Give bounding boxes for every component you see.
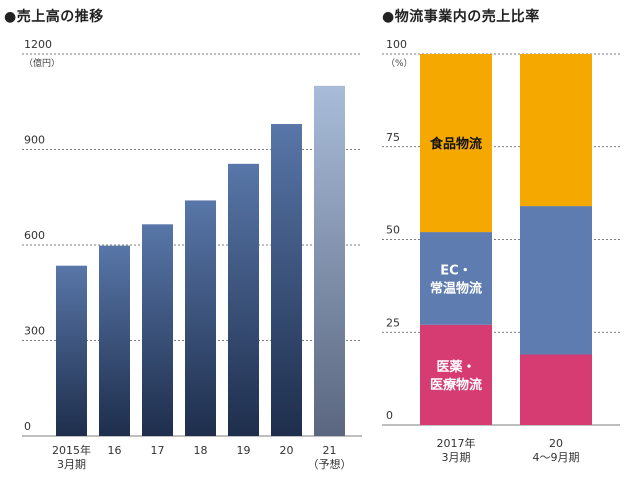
left-bar-6 [314,85,345,436]
left-bar-5 [271,124,302,437]
left-chart-title: ●売上高の推移 [4,9,104,25]
left-bar-4 [228,163,259,436]
right-stack-segment-0-1 [420,232,492,325]
left-x-tick-label: 21 [323,444,337,457]
left-bar-2 [142,224,173,436]
left-bar-1 [99,245,130,436]
right-y-tick-label: 100 [386,38,407,51]
right-stack-segment-1-2 [520,54,592,207]
right-stack-segment-0-2 [420,54,492,233]
left-y-tick-label: 1200 [24,38,52,51]
left-x-tick-label: 17 [151,444,165,457]
right-x-tick-label: 20 [549,437,563,450]
left-unit-label: （億円） [24,57,60,69]
left-x-tick-label: 16 [108,444,122,457]
left-y-tick-label: 900 [24,134,45,147]
right-stack-segment-1-0 [520,354,592,425]
right-stack-segment-0-0 [420,324,492,425]
right-series-label: EC・ [440,263,471,278]
right-series-label: 医療物流 [430,377,482,393]
left-bar-3 [185,200,216,436]
left-y-tick-label: 0 [24,420,31,433]
right-x-tick-label: 3月期 [442,451,471,464]
left-y-tick-label: 600 [24,229,45,242]
left-x-tick-label: 3月期 [57,458,86,471]
left-x-tick-label: 18 [194,444,208,457]
right-chart-title: ●物流事業内の売上比率 [382,9,540,25]
left-x-tick-label: 20 [280,444,294,457]
left-y-tick-label: 300 [24,325,45,338]
right-unit-label: （%） [386,58,413,69]
right-stack-segment-1-1 [520,206,592,355]
right-series-label: 食品物流 [430,136,482,152]
left-x-tick-label: 2015年 [52,443,91,457]
left-x-tick-label: （予想） [308,457,352,471]
left-bar-0 [56,265,87,436]
right-y-tick-label: 25 [386,316,400,329]
right-y-tick-label: 75 [386,131,400,144]
right-x-tick-label: 2017年 [437,436,476,450]
left-x-tick-label: 19 [237,444,251,457]
right-y-tick-label: 50 [386,224,400,237]
right-y-tick-label: 0 [386,409,393,422]
right-series-label: 医薬・ [436,359,475,375]
right-series-label: 常温物流 [430,280,482,296]
right-x-tick-label: 4～9月期 [533,451,580,464]
